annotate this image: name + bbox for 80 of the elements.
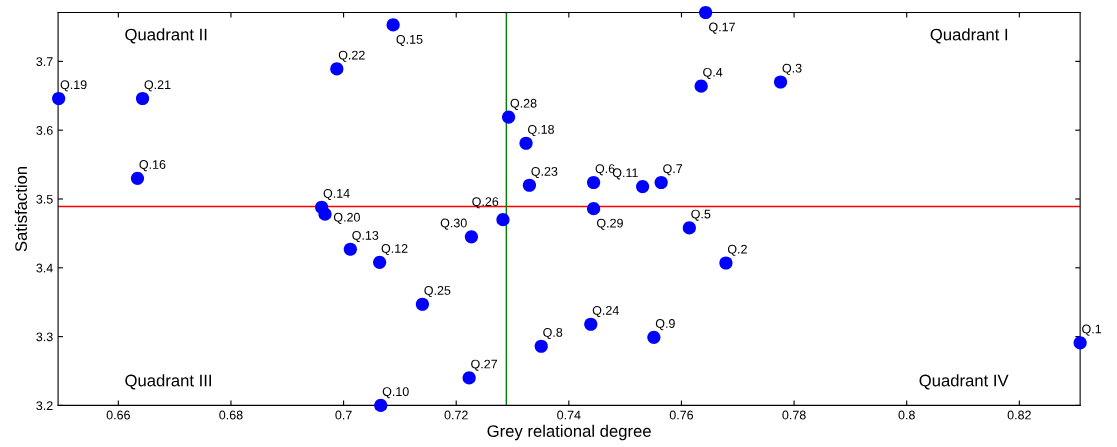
point — [343, 242, 357, 256]
data-label: Q.11 — [612, 168, 638, 180]
point — [462, 371, 476, 385]
point — [135, 91, 150, 106]
point — [130, 171, 145, 185]
point — [534, 339, 548, 353]
point — [647, 330, 661, 344]
data-label: Q.23 — [531, 166, 558, 179]
point — [654, 175, 668, 190]
data-label: Q.8 — [543, 327, 563, 340]
data-label: Q.3 — [782, 63, 802, 75]
data-label: Q.26 — [472, 197, 499, 209]
data-label: Q.6 — [595, 164, 615, 176]
y-tick-label: 3.5 — [36, 194, 53, 204]
data-label: Q.4 — [703, 67, 723, 79]
data-label: Q.16 — [139, 160, 166, 172]
point — [386, 18, 400, 32]
data-label: Q.19 — [60, 80, 87, 92]
data-label: Q.1 — [1082, 324, 1102, 336]
point — [501, 110, 516, 124]
data-label: Q.27 — [471, 359, 498, 371]
x-tick-label: 0.68 — [219, 410, 243, 420]
point — [496, 213, 510, 227]
point — [636, 180, 650, 194]
point — [464, 230, 478, 244]
point — [1073, 336, 1087, 350]
point — [773, 75, 788, 89]
data-label: Q.20 — [333, 212, 360, 224]
data-label: Q.24 — [592, 305, 619, 318]
annotation: Quadrant II — [125, 28, 207, 44]
point — [699, 5, 713, 20]
data-label: Q.17 — [709, 22, 735, 34]
x-tick-label: 0.72 — [444, 410, 468, 420]
point — [584, 317, 598, 331]
x-tick-label: 0.8 — [898, 410, 915, 420]
x-tick-label: 0.7 — [335, 410, 352, 420]
point — [373, 255, 387, 269]
point — [415, 297, 430, 311]
x-tick-label: 0.76 — [669, 410, 694, 420]
annotation: Quadrant IV — [919, 374, 1009, 390]
data-label: Q.30 — [440, 218, 467, 230]
data-label: Q.28 — [510, 98, 537, 110]
point — [682, 221, 696, 235]
x-tick-label: 0.74 — [557, 410, 581, 420]
data-label: Q.5 — [691, 209, 711, 221]
point — [519, 136, 533, 150]
point — [318, 207, 332, 221]
x-axis-title: Grey relational degree — [487, 424, 651, 441]
data-label: Q.13 — [352, 230, 379, 243]
x-tick-label: 0.66 — [106, 410, 130, 420]
data-label: Q.29 — [596, 218, 623, 230]
point — [587, 202, 601, 216]
point — [694, 79, 708, 93]
y-tick-label: 3.6 — [36, 125, 53, 135]
x-tick-label: 0.78 — [782, 410, 806, 420]
point — [52, 91, 66, 106]
point — [330, 62, 344, 76]
y-tick-label: 3.4 — [36, 263, 53, 273]
annotation: Quadrant I — [930, 28, 1008, 44]
point — [522, 178, 536, 192]
data-label: Q.2 — [727, 244, 747, 256]
point — [719, 256, 733, 270]
data-label: Q.14 — [323, 188, 350, 201]
y-tick-label: 3.7 — [36, 57, 53, 67]
data-label: Q.22 — [338, 50, 365, 62]
data-label: Q.10 — [382, 387, 409, 399]
y-axis-title: Satisfaction — [14, 166, 27, 252]
y-tick-label: 3.3 — [36, 332, 53, 342]
point — [587, 175, 601, 190]
y-tick-label: 3.2 — [36, 401, 53, 411]
x-tick-label: 0.82 — [1007, 410, 1031, 420]
data-label: Q.25 — [424, 286, 451, 298]
data-label: Q.15 — [396, 34, 423, 47]
data-label: Q.7 — [663, 164, 683, 176]
annotation: Quadrant III — [125, 374, 211, 390]
data-label: Q.12 — [381, 244, 408, 256]
point — [374, 398, 388, 413]
data-label: Q.9 — [655, 319, 675, 331]
data-label: Q.18 — [528, 124, 554, 137]
data-label: Q.21 — [144, 80, 171, 92]
